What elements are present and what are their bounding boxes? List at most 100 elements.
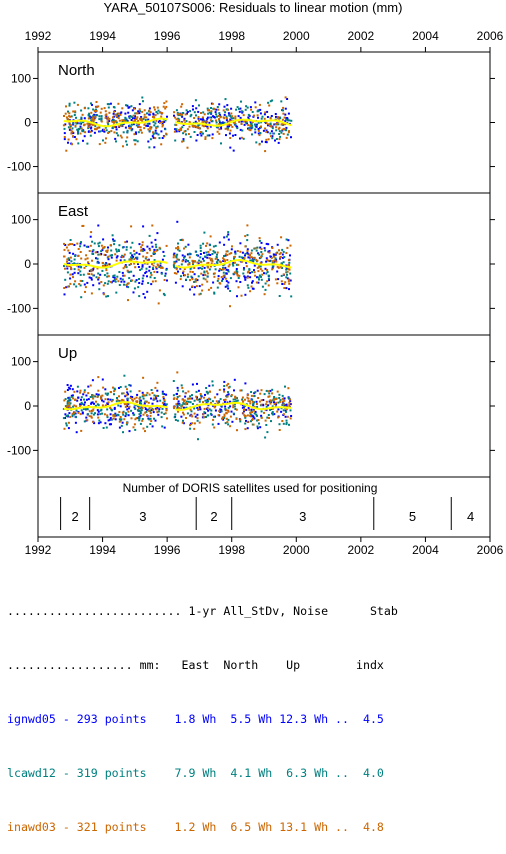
point-inawd03-up — [260, 389, 263, 392]
point-lcawd12-north — [77, 142, 80, 145]
point-inawd03-up — [286, 415, 289, 418]
point-ignwd05-up — [139, 414, 142, 417]
point-inawd03-north — [106, 121, 109, 124]
point-inawd03-up — [75, 405, 78, 408]
point-ignwd05-east — [91, 250, 94, 253]
point-inawd03-east — [155, 249, 158, 252]
point-inawd03-east — [183, 247, 185, 250]
point-inawd03-up — [232, 406, 235, 409]
point-lcawd12-north — [248, 127, 251, 130]
point-inawd03-east — [239, 250, 242, 253]
point-ignwd05-up — [99, 421, 102, 424]
point-ignwd05-east — [252, 287, 255, 290]
point-ignwd05-east — [225, 272, 228, 275]
point-inawd03-east — [143, 260, 145, 263]
point-inawd03-north — [133, 107, 136, 110]
point-inawd03-north — [256, 114, 259, 117]
point-inawd03-east — [173, 262, 176, 265]
point-lcawd12-east — [177, 242, 179, 245]
point-lcawd12-east — [79, 270, 82, 273]
point-inawd03-up — [141, 419, 144, 422]
point-inawd03-north — [74, 124, 77, 127]
point-inawd03-east — [289, 244, 292, 247]
point-inawd03-east — [284, 281, 287, 284]
point-ignwd05-up — [289, 403, 292, 406]
point-lcawd12-east — [260, 278, 263, 281]
point-inawd03-north — [133, 133, 136, 136]
point-lcawd12-east — [183, 256, 185, 259]
point-lcawd12-up — [121, 392, 124, 395]
panel-label-north: North — [58, 62, 95, 79]
point-lcawd12-east — [264, 282, 267, 285]
point-ignwd05-up — [110, 423, 112, 426]
point-lcawd12-north — [71, 127, 74, 130]
point-ignwd05-east — [95, 257, 97, 260]
point-inawd03-north — [229, 137, 232, 139]
point-ignwd05-north — [277, 141, 280, 144]
point-inawd03-north — [108, 117, 111, 120]
point-inawd03-east — [249, 290, 252, 293]
point-inawd03-north — [149, 125, 152, 128]
point-inawd03-north — [269, 125, 271, 127]
point-lcawd12-up — [157, 395, 160, 397]
point-ignwd05-up — [119, 405, 122, 408]
point-lcawd12-up — [182, 402, 185, 405]
point-lcawd12-up — [267, 414, 270, 416]
x-tick-label-bottom-1992: 1992 — [25, 543, 52, 557]
point-lcawd12-north — [267, 101, 270, 104]
point-inawd03-up — [227, 386, 230, 389]
point-ignwd05-east — [87, 262, 90, 265]
point-inawd03-north — [74, 110, 77, 113]
point-lcawd12-east — [153, 277, 156, 279]
point-lcawd12-east — [125, 246, 128, 249]
point-lcawd12-up — [163, 400, 166, 403]
point-lcawd12-north — [146, 122, 149, 125]
point-lcawd12-up — [176, 404, 179, 407]
point-lcawd12-north — [244, 121, 247, 124]
point-lcawd12-up — [65, 422, 68, 425]
point-ignwd05-up — [97, 393, 100, 396]
point-inawd03-east — [146, 251, 149, 254]
point-lcawd12-up — [186, 403, 189, 405]
point-lcawd12-east — [104, 263, 107, 266]
point-lcawd12-east — [97, 253, 100, 256]
point-ignwd05-east — [97, 224, 100, 227]
point-lcawd12-up — [227, 406, 230, 409]
point-inawd03-north — [62, 124, 65, 127]
point-inawd03-up — [144, 430, 146, 433]
point-lcawd12-east — [179, 239, 182, 241]
y-tick-label-east-100: 100 — [11, 213, 31, 227]
point-inawd03-up — [289, 398, 291, 401]
point-inawd03-east — [206, 262, 209, 265]
point-inawd03-east — [208, 257, 211, 260]
point-inawd03-up — [255, 403, 258, 405]
point-lcawd12-north — [218, 119, 221, 122]
point-lcawd12-up — [193, 399, 196, 402]
point-inawd03-east — [98, 253, 101, 256]
point-lcawd12-up — [153, 394, 156, 397]
point-lcawd12-east — [186, 275, 189, 278]
point-inawd03-up — [199, 393, 202, 395]
point-ignwd05-east — [141, 282, 144, 285]
point-ignwd05-up — [198, 406, 201, 409]
point-ignwd05-east — [63, 293, 66, 296]
point-inawd03-north — [95, 101, 98, 103]
point-ignwd05-east — [227, 238, 230, 241]
point-inawd03-north — [218, 128, 221, 131]
point-inawd03-up — [282, 403, 285, 406]
point-lcawd12-up — [94, 412, 96, 415]
point-lcawd12-up — [67, 414, 69, 417]
point-ignwd05-up — [207, 409, 210, 412]
point-lcawd12-up — [253, 401, 255, 404]
point-inawd03-east — [63, 242, 65, 245]
point-lcawd12-east — [197, 275, 200, 278]
point-inawd03-up — [152, 408, 155, 411]
point-inawd03-north — [198, 119, 200, 122]
x-tick-label-bottom-2006: 2006 — [477, 543, 504, 557]
point-inawd03-east — [288, 282, 291, 285]
point-lcawd12-up — [244, 416, 247, 419]
point-inawd03-east — [109, 280, 112, 283]
point-ignwd05-up — [256, 427, 259, 430]
point-lcawd12-east — [115, 291, 118, 294]
point-lcawd12-east — [253, 247, 256, 250]
